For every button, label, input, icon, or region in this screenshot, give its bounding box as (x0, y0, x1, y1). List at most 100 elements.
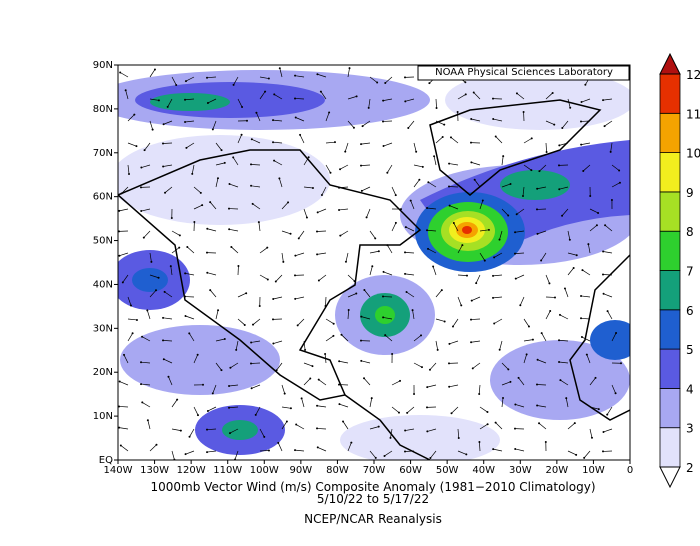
wind-arrow-head (596, 224, 598, 226)
wind-arrow-head (602, 450, 604, 452)
x-tick-label: 110W (213, 465, 242, 476)
wind-arrow-head (306, 217, 308, 219)
wind-arrow-head (465, 453, 467, 455)
wind-arrow-head (119, 72, 121, 74)
wind-arrow-head (136, 319, 138, 321)
wind-arrow-head (583, 457, 585, 459)
wind-arrow-head (272, 298, 274, 300)
wind-arrow-head (259, 305, 261, 307)
wind-arrow-head (406, 291, 408, 293)
wind-arrow-head (429, 457, 431, 459)
wind-arrow-head (499, 239, 501, 241)
wind-arrow-head (158, 277, 160, 279)
wind-arrow-head (133, 114, 135, 116)
wind-arrow-head (324, 353, 326, 355)
wind-arrow-head (277, 442, 279, 444)
wind-arrow-head (255, 112, 257, 114)
wind-arrow-head (209, 289, 211, 291)
wind-arrow-head (299, 134, 301, 136)
wind-arrow-head (492, 98, 494, 100)
wind-arrow-head (316, 73, 318, 75)
wind-arrow-head (509, 183, 511, 185)
colorbar-segment (660, 153, 680, 192)
wind-arrow-head (492, 275, 494, 277)
wind-arrow-head (404, 273, 406, 275)
wind-arrow-head (217, 177, 219, 179)
wind-arrow-head (140, 186, 142, 188)
wind-arrow-head (448, 362, 450, 364)
wind-arrow-head (473, 92, 475, 94)
wind-arrow-head (382, 296, 384, 298)
wind-arrow-head (298, 237, 300, 239)
wind-arrow-head (244, 324, 246, 326)
wind-arrow-head (332, 335, 334, 337)
wind-arrow-head (575, 454, 577, 456)
wind-arrow-head (406, 412, 408, 414)
wind-arrow-head (516, 213, 518, 215)
wind-arrow-head (355, 293, 357, 295)
wind-arrow-head (426, 406, 428, 408)
wind-arrow-head (184, 272, 186, 274)
wind-arrow-head (360, 316, 362, 318)
wind-arrow-head (344, 151, 346, 153)
wind-arrow-head (451, 412, 453, 414)
wind-arrow-head (163, 358, 165, 360)
wind-arrow-head (250, 362, 252, 364)
wind-arrow-head (125, 89, 127, 91)
colorbar-label: 4 (686, 382, 694, 396)
wind-arrow-head (545, 441, 547, 443)
wind-arrow-head (366, 216, 368, 218)
x-tick-label: 10W (582, 465, 605, 476)
wind-arrow-head (339, 168, 341, 170)
wind-arrow-head (528, 326, 530, 328)
wind-arrow-head (514, 448, 516, 450)
wind-arrow-head (541, 332, 543, 334)
wind-arrow-head (536, 405, 538, 407)
wind-arrow-head (158, 99, 160, 101)
wind-arrow-head (532, 339, 534, 341)
wind-arrow-head (509, 381, 511, 383)
wind-arrow-head (348, 309, 350, 311)
wind-arrow-head (502, 155, 504, 157)
wind-arrow-head (258, 221, 260, 223)
wind-arrow-head (371, 397, 373, 399)
wind-arrow-head (564, 288, 566, 290)
wind-arrow-head (150, 261, 152, 263)
wind-arrow-head (333, 323, 335, 325)
y-tick-label: 20N (93, 367, 113, 378)
colorbar-label: 2 (686, 461, 694, 475)
wind-arrow-head (338, 384, 340, 386)
wind-arrow-head (304, 349, 306, 351)
wind-arrow-head (132, 332, 134, 334)
wind-arrow-head (297, 324, 299, 326)
wind-arrow-head (163, 123, 165, 125)
wind-arrow-head (559, 379, 561, 381)
wind-arrow-head (350, 442, 352, 444)
wind-arrow-head (475, 282, 477, 284)
x-tick-label: 120W (177, 465, 206, 476)
wind-arrow-head (140, 361, 142, 363)
wind-arrow-head (404, 251, 406, 253)
wind-arrow-head (272, 141, 274, 143)
wind-arrow-head (382, 100, 384, 102)
wind-arrow-head (180, 430, 182, 432)
wind-arrow-head (246, 120, 248, 122)
wind-arrow-head (448, 163, 450, 165)
wind-arrow-head (561, 127, 563, 129)
wind-arrow-head (602, 250, 604, 252)
wind-arrow-head (474, 179, 476, 181)
wind-arrow-head (461, 244, 463, 246)
wind-arrow-head (229, 432, 231, 434)
wind-arrow-head (470, 118, 472, 120)
wind-arrow-head (317, 211, 319, 213)
wind-arrow-head (162, 165, 164, 167)
wind-arrow-head (598, 408, 600, 410)
wind-arrow-head (342, 420, 344, 422)
wind-arrow-head (492, 297, 494, 299)
wind-arrow-head (245, 292, 247, 294)
wind-arrow-head (580, 120, 582, 122)
wind-arrow-head (484, 260, 486, 262)
wind-arrow-head (530, 169, 532, 171)
wind-arrow-head (415, 151, 417, 153)
wind-arrow-head (316, 231, 318, 233)
